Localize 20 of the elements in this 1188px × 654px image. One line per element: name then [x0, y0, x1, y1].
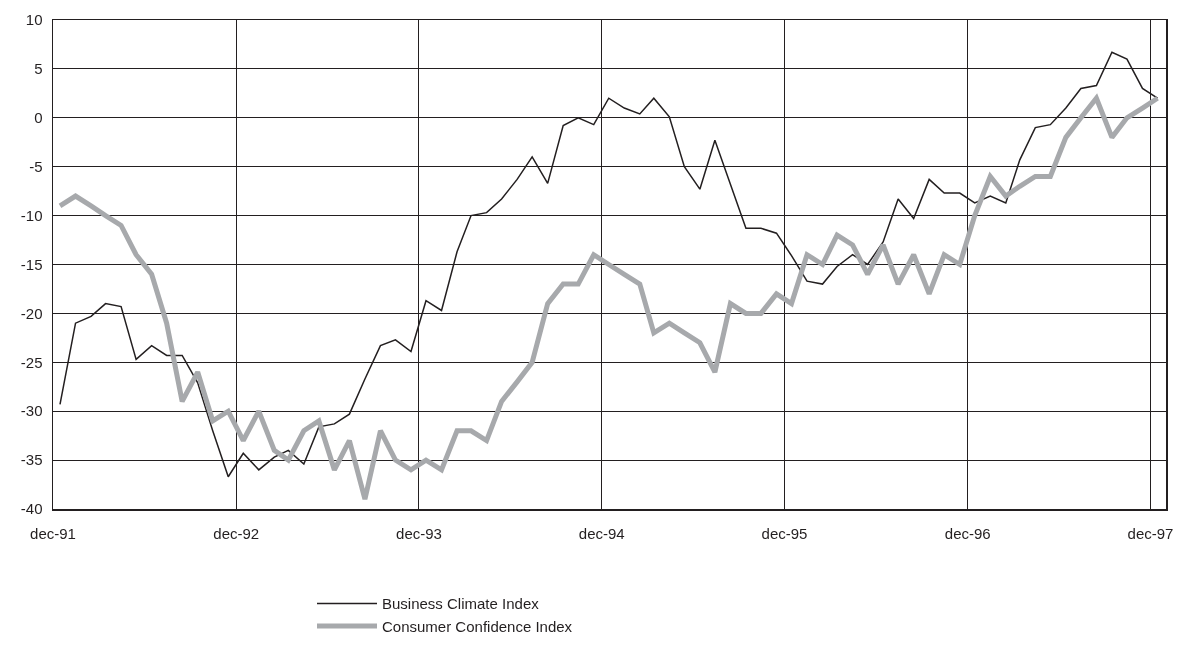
x-tick-label: dec-92	[213, 524, 260, 542]
x-tick-label: dec-93	[396, 524, 442, 542]
y-tick-label: -25	[20, 353, 43, 371]
y-tick-label: -20	[20, 304, 43, 322]
y-tick-label: -15	[20, 255, 43, 273]
y-tick-label: 5	[34, 60, 43, 78]
y-tick-label: -40	[20, 500, 43, 518]
x-tick-label: dec-91	[30, 524, 76, 542]
y-tick-label: -30	[20, 402, 43, 420]
x-tick-label: dec-97	[1127, 524, 1174, 542]
y-tick-label: -10	[20, 206, 43, 224]
x-tick-label: dec-96	[944, 524, 991, 542]
x-tick-label: dec-94	[578, 524, 625, 542]
legend-label: Business Climate Index	[382, 595, 540, 613]
y-tick-label: -5	[29, 157, 43, 175]
x-tick-label: dec-95	[761, 524, 808, 542]
y-tick-label: -35	[20, 451, 43, 469]
y-tick-label: 10	[25, 11, 43, 29]
legend-label: Consumer Confidence Index	[382, 617, 573, 635]
y-tick-label: 0	[34, 109, 43, 127]
